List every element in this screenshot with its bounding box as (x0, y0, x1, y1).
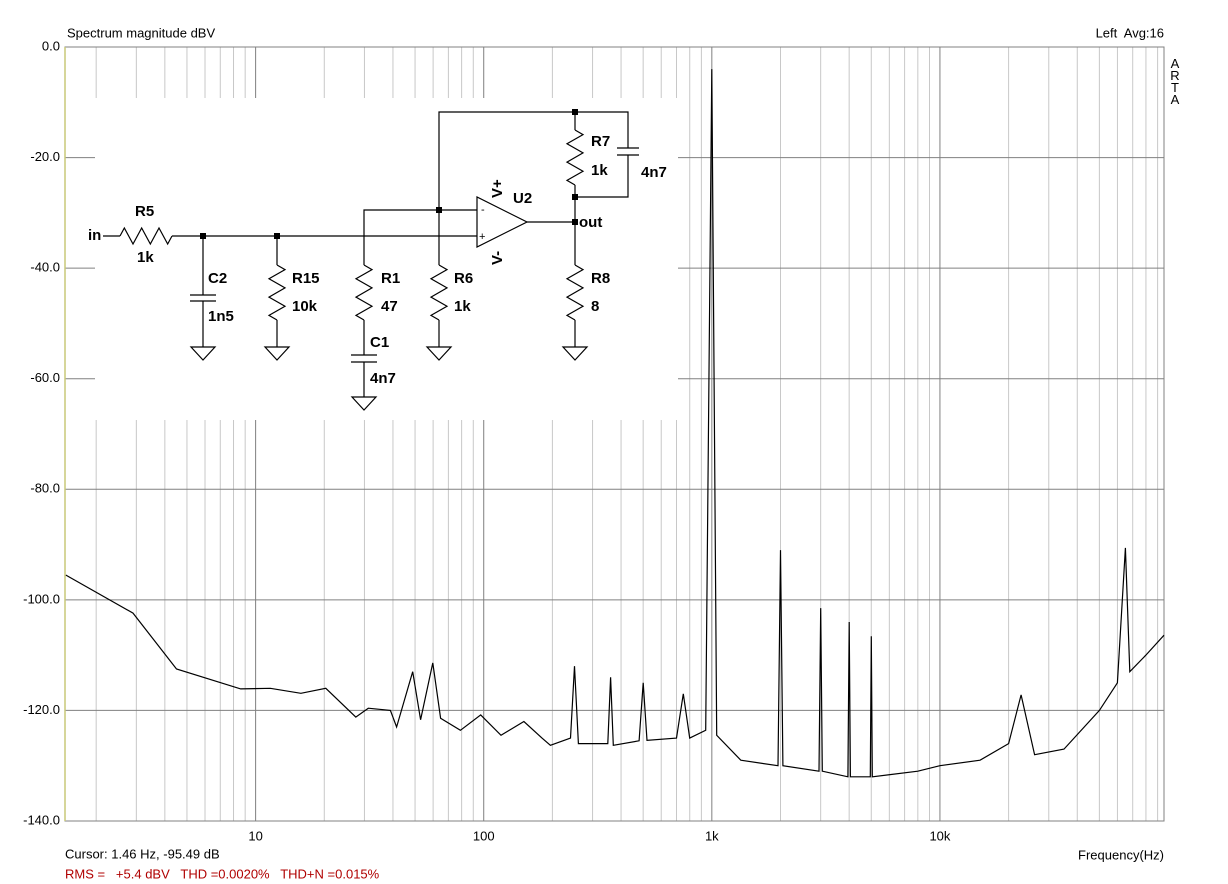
y-tick-label: -140.0 (23, 812, 60, 827)
channel-info: Left Avg:16 (1096, 25, 1164, 40)
part-name: C2 (208, 270, 227, 287)
resistor (429, 264, 449, 321)
part-name: R6 (454, 270, 473, 287)
nodes (200, 109, 578, 239)
ground (350, 396, 378, 411)
pin-mark: - (481, 204, 485, 216)
part-value: 1k (591, 162, 608, 179)
part-name: R1 (381, 270, 400, 287)
part-value: 4n7 (370, 370, 396, 387)
spectrum-line (65, 69, 1165, 778)
y-tick-label: -20.0 (30, 149, 60, 164)
part-name: R7 (591, 133, 610, 150)
x-tick-label: 100 (473, 828, 495, 843)
wire (575, 111, 629, 148)
opamp-label: U2 (513, 190, 532, 207)
part-name: R5 (135, 203, 154, 220)
brand: ARTA (1168, 56, 1183, 104)
output-label: out (579, 214, 602, 231)
chart-title: Spectrum magnitude dBV (67, 25, 215, 40)
node (572, 194, 578, 200)
wire (574, 155, 629, 198)
ground (263, 346, 291, 361)
ground (189, 346, 217, 361)
part-value: 4n7 (641, 164, 667, 181)
wire (438, 111, 576, 265)
y-tick-label: -40.0 (30, 260, 60, 275)
node (436, 207, 442, 213)
x-tick-label: 10k (929, 828, 950, 843)
y-tick-label: -80.0 (30, 481, 60, 496)
resistor (565, 264, 585, 321)
part-value: 10k (292, 298, 318, 315)
supply-label: V+ (489, 179, 506, 198)
cursor-readout: Cursor: 1.46 Hz, -95.49 dB (65, 846, 220, 861)
ground (425, 346, 453, 361)
node (572, 109, 578, 115)
node (200, 233, 206, 239)
ground (561, 346, 589, 361)
resistor (267, 264, 287, 321)
resistor (565, 129, 585, 186)
x-tick-label: 10 (248, 828, 262, 843)
opamp (476, 196, 529, 248)
measurement-readout: RMS = +5.4 dBV THD =0.0020% THD+N =0.015… (65, 866, 380, 881)
node (274, 233, 280, 239)
x-tick-label: 1k (705, 828, 719, 843)
node (572, 219, 578, 225)
pin-mark: + (479, 231, 485, 243)
part-value: 47 (381, 298, 398, 315)
resistor (354, 264, 374, 321)
part-value: 1k (137, 249, 154, 266)
supply-label: V- (489, 251, 506, 265)
part-name: R8 (591, 270, 610, 287)
part-name: C1 (370, 334, 389, 351)
y-tick-label: -100.0 (23, 591, 60, 606)
part-name: R15 (292, 270, 320, 287)
x-axis-label: Frequency(Hz) (1078, 847, 1164, 862)
resistor (119, 226, 173, 246)
y-tick-label: -60.0 (30, 370, 60, 385)
part-value: 1n5 (208, 308, 234, 325)
input-label: in (88, 227, 101, 244)
y-tick-label: -120.0 (23, 702, 60, 717)
y-tick-label: 0.0 (42, 38, 60, 53)
part-value: 8 (591, 298, 599, 315)
spectrum (65, 69, 1165, 778)
schematic: - + in out U2 V+ V- R5 1k C2 1n5 R15 10k… (88, 98, 678, 420)
part-value: 1k (454, 298, 471, 315)
